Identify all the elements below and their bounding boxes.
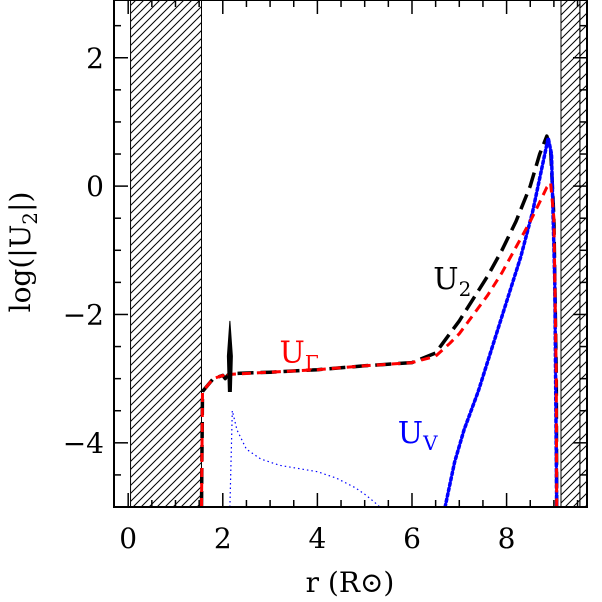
- sun-symbol: ⊙: [360, 566, 383, 599]
- series-line-3: [229, 410, 381, 507]
- x-tick-label: 8: [498, 522, 516, 555]
- series-line-2: [443, 136, 559, 507]
- plot-frame: [113, 0, 588, 508]
- y-tick-label: 2: [86, 42, 104, 75]
- x-tick-label: 4: [308, 522, 326, 555]
- y-tick-label: 0: [86, 170, 104, 203]
- y-tick-label: −2: [63, 298, 104, 331]
- y-axis-label: log(|U2|): [4, 192, 42, 313]
- series-line-0: [199, 134, 559, 507]
- axis-ticks: [114, 0, 587, 508]
- series-spike: [226, 320, 233, 392]
- hatched-region-1: [560, 0, 581, 507]
- series-label-2: UV: [398, 416, 438, 455]
- x-tick-label: 2: [214, 522, 232, 555]
- hatched-regions: [130, 0, 587, 507]
- hatched-region-0: [130, 0, 203, 507]
- series-label-0: U2: [433, 262, 471, 301]
- x-tick-label: 6: [403, 522, 421, 555]
- series-lines: [199, 134, 559, 507]
- x-axis-label: r (R⊙): [306, 566, 395, 599]
- y-axis-label-sub: 2: [18, 212, 42, 225]
- axis-tick-labels: 0 2 4 6 8 −4 −2 0 2: [63, 42, 516, 555]
- series-line-1: [200, 181, 559, 507]
- x-tick-label: 0: [119, 522, 137, 555]
- series-labels: U2 UΓ UV: [280, 262, 472, 455]
- series-label-1: UΓ: [280, 336, 319, 375]
- y-tick-label: −4: [63, 427, 104, 460]
- hatched-region-2: [579, 0, 587, 507]
